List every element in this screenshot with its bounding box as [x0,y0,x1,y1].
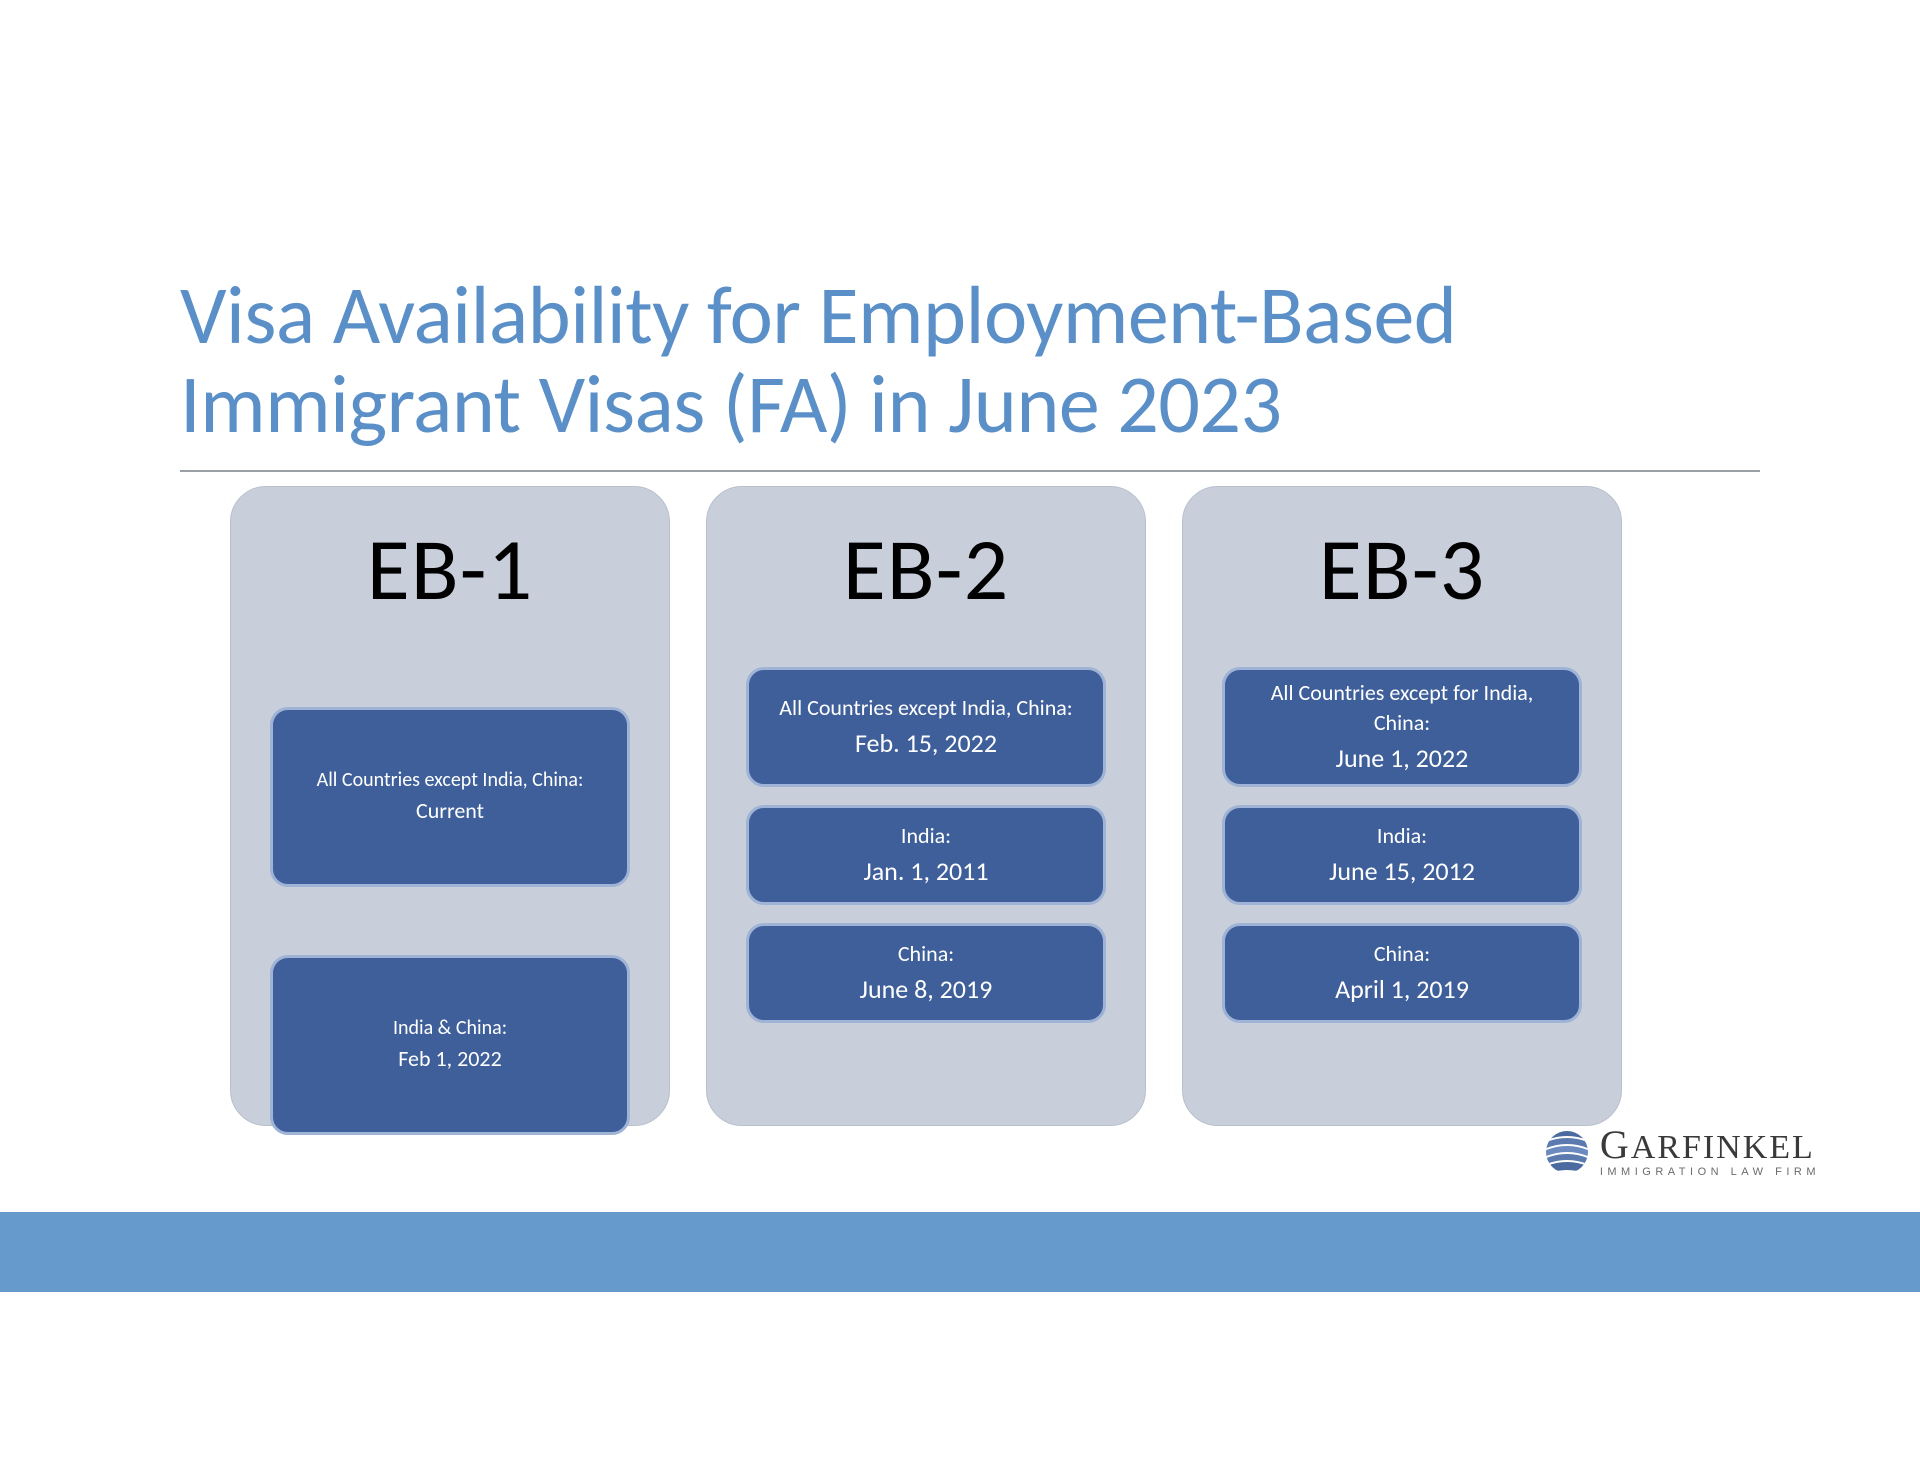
eb1-indiachina-value: Feb 1, 2022 [398,1044,501,1075]
eb3-india-value: June 15, 2012 [1329,853,1475,889]
eb3-box-china: China: April 1, 2019 [1222,923,1582,1023]
slide-title: Visa Availability for Employment-Based I… [180,272,1768,449]
firm-name: GARFINKEL [1600,1125,1820,1165]
eb3-allcountries-label: All Countries except for India, China: [1243,678,1561,737]
eb2-india-label: India: [901,821,951,851]
cards-row: EB-1 All Countries except India, China: … [230,486,1622,1126]
eb2-box-india: India: Jan. 1, 2011 [746,805,1106,905]
eb3-india-label: India: [1377,821,1427,851]
eb3-box-india: India: June 15, 2012 [1222,805,1582,905]
eb2-allcountries-value: Feb. 15, 2022 [855,725,997,761]
eb1-indiachina-label: India & China: [393,1015,507,1042]
firm-tagline: IMMIGRATION LAW FIRM [1600,1167,1820,1178]
card-eb2-title: EB-2 [843,515,1009,623]
footer-logo: GARFINKEL IMMIGRATION LAW FIRM [1544,1125,1820,1178]
globe-icon [1544,1129,1590,1175]
card-eb3: EB-3 All Countries except for India, Chi… [1182,486,1622,1126]
card-eb3-title: EB-3 [1319,515,1485,623]
eb2-china-label: China: [898,939,954,969]
card-eb1-boxes: All Countries except India, China: Curre… [270,707,630,1153]
slide: Visa Availability for Employment-Based I… [0,0,1920,1484]
footer-logo-text: GARFINKEL IMMIGRATION LAW FIRM [1600,1125,1820,1178]
firm-name-first: G [1600,1122,1631,1167]
eb2-box-china: China: June 8, 2019 [746,923,1106,1023]
card-eb1: EB-1 All Countries except India, China: … [230,486,670,1126]
eb3-china-label: China: [1374,939,1430,969]
firm-name-rest: ARFINKEL [1631,1129,1815,1166]
eb1-box-allcountries: All Countries except India, China: Curre… [270,707,630,887]
eb2-box-allcountries: All Countries except India, China: Feb. … [746,667,1106,787]
card-eb1-title: EB-1 [367,515,533,623]
eb2-china-value: June 8, 2019 [860,971,993,1007]
eb2-allcountries-label: All Countries except India, China: [779,693,1072,723]
card-eb2: EB-2 All Countries except India, China: … [706,486,1146,1126]
title-underline [180,470,1760,472]
eb3-china-value: April 1, 2019 [1335,971,1469,1007]
eb3-box-allcountries: All Countries except for India, China: J… [1222,667,1582,787]
eb1-box-indiachina: India & China: Feb 1, 2022 [270,955,630,1135]
eb3-allcountries-value: June 1, 2022 [1336,740,1469,776]
bottom-bar [0,1212,1920,1292]
eb1-allcountries-label: All Countries except India, China: [317,767,584,794]
eb2-india-value: Jan. 1, 2011 [863,853,988,889]
eb1-allcountries-value: Current [416,796,484,827]
